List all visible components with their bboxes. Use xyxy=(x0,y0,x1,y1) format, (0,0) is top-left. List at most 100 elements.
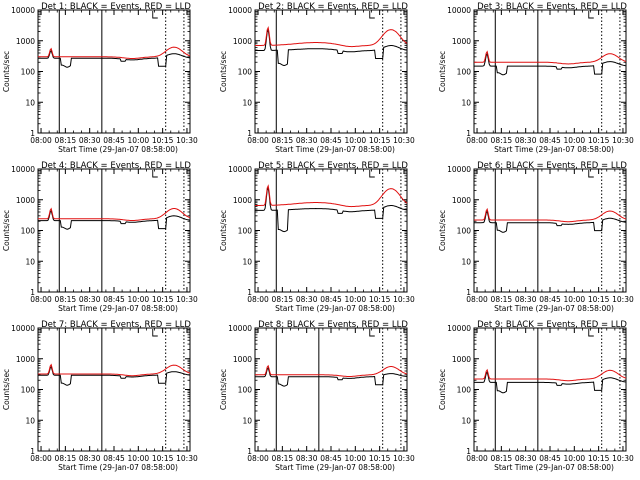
series-lld xyxy=(255,26,408,48)
series-events xyxy=(255,366,408,387)
x-tick-label: 08:45 xyxy=(103,295,125,304)
y-tick-label: 1 xyxy=(247,447,252,456)
panel-title: Det 2: BLACK = Events, RED = LLD xyxy=(258,2,408,12)
plot-frame xyxy=(473,168,627,293)
x-tick-label: 08:15 xyxy=(491,454,513,463)
y-tick-label: 10000 xyxy=(11,165,35,174)
x-tick-label: 10:15 xyxy=(588,136,610,145)
x-axis-label: Start Time (29-Jan-07 08:58:00) xyxy=(58,463,178,472)
y-tick-label: 10 xyxy=(242,257,252,266)
y-tick-label: 10000 xyxy=(228,165,252,174)
y-tick-label: 100 xyxy=(21,227,36,236)
y-tick-label: 100 xyxy=(238,227,253,236)
panel-title: Det 4: BLACK = Events, RED = LLD xyxy=(41,161,191,171)
series-lld xyxy=(38,363,191,377)
x-tick-label: 08:30 xyxy=(79,136,101,145)
y-axis-label: Counts/sec xyxy=(219,210,228,251)
series-events xyxy=(255,28,408,67)
x-tick-label: 10:15 xyxy=(152,295,174,304)
y-tick-label: 100 xyxy=(21,386,36,395)
x-axis-label: Start Time (29-Jan-07 08:58:00) xyxy=(58,145,178,154)
x-tick-label: 08:30 xyxy=(79,454,101,463)
plot-frame xyxy=(37,168,191,293)
series-events xyxy=(255,186,408,233)
x-tick-label: 08:00 xyxy=(466,454,488,463)
y-tick-label: 100 xyxy=(457,386,472,395)
plot-frame xyxy=(37,9,191,134)
y-axis-label: Counts/sec xyxy=(438,210,447,251)
plot-frame xyxy=(254,327,408,452)
x-tick-label: 10:30 xyxy=(612,295,634,304)
panel-title: Det 9: BLACK = Events, RED = LLD xyxy=(477,320,627,330)
x-tick-label: 10:15 xyxy=(588,295,610,304)
series-events xyxy=(38,49,191,68)
x-tick-label: 08:00 xyxy=(30,454,52,463)
x-tick-label: 08:00 xyxy=(30,136,52,145)
x-tick-label: 08:45 xyxy=(539,454,561,463)
x-tick-label: 10:00 xyxy=(564,136,586,145)
flare-flag-marker xyxy=(152,11,158,19)
panel-title: Det 1: BLACK = Events, RED = LLD xyxy=(41,2,191,12)
y-tick-label: 10 xyxy=(242,416,252,425)
panel-title: Det 7: BLACK = Events, RED = LLD xyxy=(41,320,191,330)
y-tick-label: 1 xyxy=(247,129,252,138)
y-tick-label: 10000 xyxy=(11,324,35,333)
series-lld xyxy=(38,46,191,59)
series-lld xyxy=(474,207,627,223)
x-tick-label: 08:30 xyxy=(296,295,318,304)
y-tick-label: 10 xyxy=(25,257,35,266)
x-tick-label: 08:15 xyxy=(55,454,77,463)
flare-flag-marker xyxy=(588,11,594,19)
x-axis-label: Start Time (29-Jan-07 08:58:00) xyxy=(58,304,178,313)
y-tick-label: 1000 xyxy=(452,355,471,364)
x-tick-label: 08:45 xyxy=(103,454,125,463)
panel-det-6: Det 6: BLACK = Events, RED = LLD 1 10 100 10… xyxy=(438,161,634,313)
y-tick-label: 100 xyxy=(457,68,472,77)
x-tick-label: 08:15 xyxy=(491,136,513,145)
x-tick-label: 08:15 xyxy=(55,295,77,304)
plot-frame xyxy=(37,327,191,452)
x-tick-label: 10:15 xyxy=(152,136,174,145)
y-tick-label: 100 xyxy=(238,386,253,395)
y-tick-label: 10 xyxy=(461,98,471,107)
y-tick-label: 100 xyxy=(238,68,253,77)
x-tick-label: 08:30 xyxy=(515,295,537,304)
y-tick-label: 10 xyxy=(242,98,252,107)
x-tick-label: 10:30 xyxy=(612,136,634,145)
y-axis-label: Counts/sec xyxy=(219,51,228,92)
panel-det-8: Det 8: BLACK = Events, RED = LLD 1 10 100 10… xyxy=(219,320,415,472)
y-tick-label: 10 xyxy=(461,257,471,266)
x-tick-label: 10:15 xyxy=(369,454,391,463)
x-tick-label: 10:30 xyxy=(612,454,634,463)
y-tick-label: 1 xyxy=(466,447,471,456)
y-tick-label: 100 xyxy=(21,68,36,77)
x-tick-label: 08:15 xyxy=(272,136,294,145)
y-tick-label: 1000 xyxy=(233,37,252,46)
x-tick-label: 10:00 xyxy=(345,136,367,145)
x-tick-label: 10:15 xyxy=(152,454,174,463)
y-tick-label: 1 xyxy=(466,129,471,138)
x-tick-label: 10:00 xyxy=(345,295,367,304)
y-axis-label: Counts/sec xyxy=(2,210,11,251)
x-tick-label: 08:30 xyxy=(515,454,537,463)
x-tick-label: 10:30 xyxy=(176,136,198,145)
panel-title: Det 8: BLACK = Events, RED = LLD xyxy=(258,320,408,330)
flare-flag-marker xyxy=(588,329,594,337)
x-tick-label: 10:15 xyxy=(369,295,391,304)
x-tick-label: 08:30 xyxy=(296,454,318,463)
x-axis-label: Start Time (29-Jan-07 08:58:00) xyxy=(275,463,395,472)
series-events xyxy=(474,370,627,394)
x-tick-label: 08:45 xyxy=(320,295,342,304)
y-tick-label: 10 xyxy=(25,416,35,425)
series-lld xyxy=(255,364,408,377)
flare-flag-marker xyxy=(369,329,375,337)
y-tick-label: 1 xyxy=(30,129,35,138)
series-lld xyxy=(474,50,627,65)
panel-det-5: Det 5: BLACK = Events, RED = LLD 1 10 100 10… xyxy=(219,161,415,313)
y-tick-label: 10000 xyxy=(228,324,252,333)
series-events xyxy=(474,52,627,76)
y-tick-label: 1000 xyxy=(452,196,471,205)
x-tick-label: 10:15 xyxy=(588,454,610,463)
x-tick-label: 10:15 xyxy=(369,136,391,145)
x-tick-label: 10:00 xyxy=(564,454,586,463)
